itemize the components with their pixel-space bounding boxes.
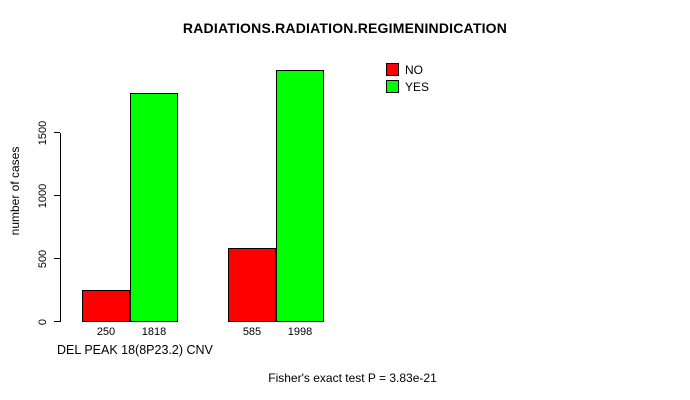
- bar-yes-group1: [130, 93, 178, 322]
- bar-slot: 1998: [276, 70, 324, 338]
- plot-bars: 250 1818 585 1998: [82, 60, 324, 338]
- y-tick-label: 500: [37, 249, 49, 269]
- bar-group: 250 1818: [82, 93, 178, 338]
- bar-slot: 585: [228, 248, 276, 338]
- legend: NO YES: [386, 62, 429, 96]
- bar-yes-group2: [276, 70, 324, 322]
- legend-swatch-yes: [386, 80, 399, 93]
- bar-group: 585 1998: [228, 70, 324, 338]
- legend-item-no: NO: [386, 62, 429, 77]
- legend-swatch-no: [386, 63, 399, 76]
- bar-slot: 250: [82, 290, 130, 338]
- y-tick-label: 1500: [37, 120, 49, 146]
- x-axis-label: DEL PEAK 18(8P23.2) CNV: [57, 343, 213, 357]
- y-tick-mark: [54, 132, 60, 133]
- legend-item-yes: YES: [386, 79, 429, 94]
- y-tick-label: 0: [37, 318, 49, 326]
- bar-value-label: 250: [96, 326, 116, 338]
- y-tick-mark: [54, 321, 60, 322]
- y-axis-ticks: [54, 132, 60, 322]
- y-tick-mark: [54, 258, 60, 259]
- y-axis-label: number of cases: [8, 146, 22, 236]
- legend-label: NO: [405, 62, 423, 77]
- bar-no-group1: [82, 290, 130, 322]
- bar-no-group2: [228, 248, 276, 322]
- bar-value-label: 1998: [287, 326, 313, 338]
- chart-title: RADIATIONS.RADIATION.REGIMENINDICATION: [182, 20, 508, 36]
- y-axis-line: [60, 133, 61, 322]
- bar-slot: 1818: [130, 93, 178, 338]
- y-axis-tick-labels: 0 500 1000 1500: [36, 121, 50, 326]
- y-tick-label: 1000: [37, 183, 49, 209]
- stats-annotation: Fisher's exact test P = 3.83e-21: [268, 371, 437, 385]
- y-tick-mark: [54, 195, 60, 196]
- legend-label: YES: [405, 79, 430, 94]
- bar-value-label: 1818: [141, 326, 167, 338]
- bar-value-label: 585: [242, 326, 262, 338]
